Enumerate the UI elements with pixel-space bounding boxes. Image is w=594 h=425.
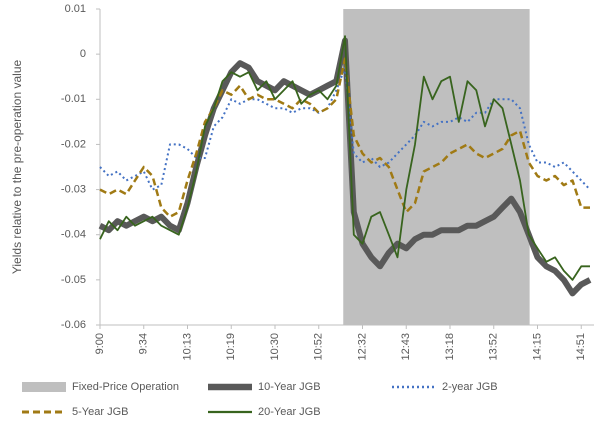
y-axis-label: Yields relative to the pre-operation val… [10,60,24,275]
x-tick-label: 13:52 [488,333,500,361]
x-tick-label: 10:52 [313,333,325,361]
y-tick-label: 0.01 [65,3,86,15]
legend-label: 20-Year JGB [258,406,321,418]
y-tick-label: 0 [80,48,86,60]
x-tick-label: 12:32 [356,333,368,361]
legend-label: 2-year JGB [442,381,498,393]
legend-label: 5-Year JGB [72,406,128,418]
y-tick-label: -0.01 [61,93,86,105]
x-tick-label: 10:30 [269,333,281,361]
legend-label: 10-Year JGB [258,381,321,393]
x-tick-label: 12:43 [400,333,412,361]
legend-swatch [22,382,66,392]
x-tick-label: 9:00 [94,333,106,354]
x-tick-label: 14:15 [531,333,543,361]
x-tick-label: 13:18 [444,333,456,361]
line-series [99,35,590,281]
x-tick-label: 14:51 [575,333,587,361]
shaded-band [343,9,530,325]
y-tick-label: -0.03 [61,183,86,195]
y-tick-label: -0.05 [61,274,86,286]
y-tick-label: -0.06 [61,319,86,331]
x-tick-label: 9:34 [138,333,150,354]
y-tick-label: -0.02 [61,138,86,150]
legend-label: Fixed-Price Operation [72,381,179,393]
line-series [99,57,590,218]
y-tick-label: -0.04 [61,229,86,241]
x-tick-label: 10:19 [225,333,237,361]
x-tick-label: 10:13 [181,333,193,361]
